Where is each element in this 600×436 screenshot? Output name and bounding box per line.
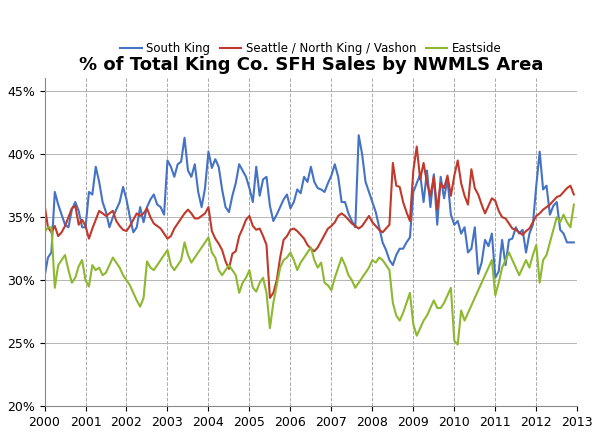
Line: Eastside: Eastside — [44, 204, 574, 344]
South King — [471, 225, 478, 230]
Line: South King: South King — [44, 135, 574, 278]
Eastside — [406, 290, 413, 296]
Eastside — [570, 202, 577, 207]
South King — [239, 168, 246, 173]
Seattle / North King / Vashon — [410, 168, 417, 173]
Seattle / North King / Vashon — [41, 202, 48, 207]
Seattle / North King / Vashon — [570, 192, 577, 197]
Seattle / North King / Vashon — [239, 226, 246, 231]
South King — [410, 189, 417, 194]
Eastside — [355, 280, 362, 286]
South King — [259, 177, 266, 182]
Seattle / North King / Vashon — [413, 144, 421, 149]
South King — [570, 240, 577, 245]
South King — [359, 152, 366, 157]
South King — [174, 162, 181, 167]
Eastside — [471, 295, 478, 300]
Title: % of Total King Co. SFH Sales by NWMLS Area: % of Total King Co. SFH Sales by NWMLS A… — [79, 56, 543, 74]
Eastside — [41, 230, 48, 235]
Seattle / North King / Vashon — [266, 295, 274, 300]
Legend: South King, Seattle / North King / Vashon, Eastside: South King, Seattle / North King / Vasho… — [121, 42, 502, 55]
Seattle / North King / Vashon — [174, 221, 181, 226]
South King — [355, 133, 362, 138]
Seattle / North King / Vashon — [259, 234, 266, 239]
Eastside — [239, 280, 246, 286]
Eastside — [454, 342, 461, 347]
South King — [41, 274, 48, 279]
Line: Seattle / North King / Vashon: Seattle / North King / Vashon — [44, 146, 574, 298]
Seattle / North King / Vashon — [475, 192, 482, 197]
South King — [491, 275, 499, 280]
Eastside — [259, 275, 266, 280]
Seattle / North King / Vashon — [359, 223, 366, 228]
Eastside — [174, 262, 181, 268]
